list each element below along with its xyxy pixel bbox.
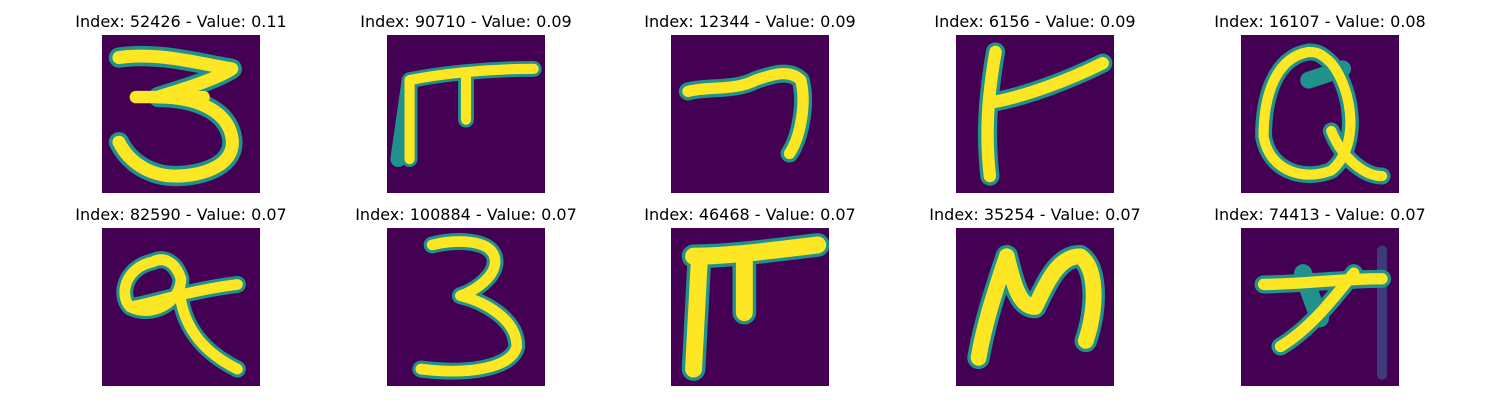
- digit-image-seven-icon: [671, 35, 829, 193]
- panel-2: Index: 90710 - Value: 0.09: [336, 12, 596, 202]
- panel-title: Index: 6156 - Value: 0.09: [934, 12, 1136, 31]
- digit-image-pi-icon: [387, 35, 545, 193]
- panel-title: Index: 74413 - Value: 0.07: [1214, 205, 1426, 224]
- panel-6: Index: 82590 - Value: 0.07: [51, 205, 311, 395]
- panel-title: Index: 16107 - Value: 0.08: [1214, 12, 1426, 31]
- panel-9: Index: 35254 - Value: 0.07: [905, 205, 1165, 395]
- panel-4: Index: 6156 - Value: 0.09: [905, 12, 1165, 202]
- digit-image-q-small-icon: [102, 228, 260, 386]
- panel-title: Index: 12344 - Value: 0.09: [644, 12, 856, 31]
- panel-title: Index: 46468 - Value: 0.07: [644, 205, 856, 224]
- panel-1: Index: 52426 - Value: 0.11: [51, 12, 311, 202]
- digit-image-n-icon: [956, 228, 1114, 386]
- digit-image-q-icon: [1241, 35, 1399, 193]
- panel-8: Index: 46468 - Value: 0.07: [620, 205, 880, 395]
- digit-image-t-icon: [956, 35, 1114, 193]
- digit-image-pi-bold-icon: [671, 228, 829, 386]
- panel-title: Index: 52426 - Value: 0.11: [75, 12, 287, 31]
- panel-7: Index: 100884 - Value: 0.07: [336, 205, 596, 395]
- digit-image-three-tall-icon: [387, 228, 545, 386]
- panel-10: Index: 74413 - Value: 0.07: [1190, 205, 1450, 395]
- panel-5: Index: 16107 - Value: 0.08: [1190, 12, 1450, 202]
- panel-title: Index: 82590 - Value: 0.07: [75, 205, 287, 224]
- digit-image-x-icon: [1241, 228, 1399, 386]
- digit-image-three-icon: [102, 35, 260, 193]
- panel-title: Index: 100884 - Value: 0.07: [355, 205, 577, 224]
- panel-3: Index: 12344 - Value: 0.09: [620, 12, 880, 202]
- panel-title: Index: 35254 - Value: 0.07: [929, 205, 1141, 224]
- panel-title: Index: 90710 - Value: 0.09: [360, 12, 572, 31]
